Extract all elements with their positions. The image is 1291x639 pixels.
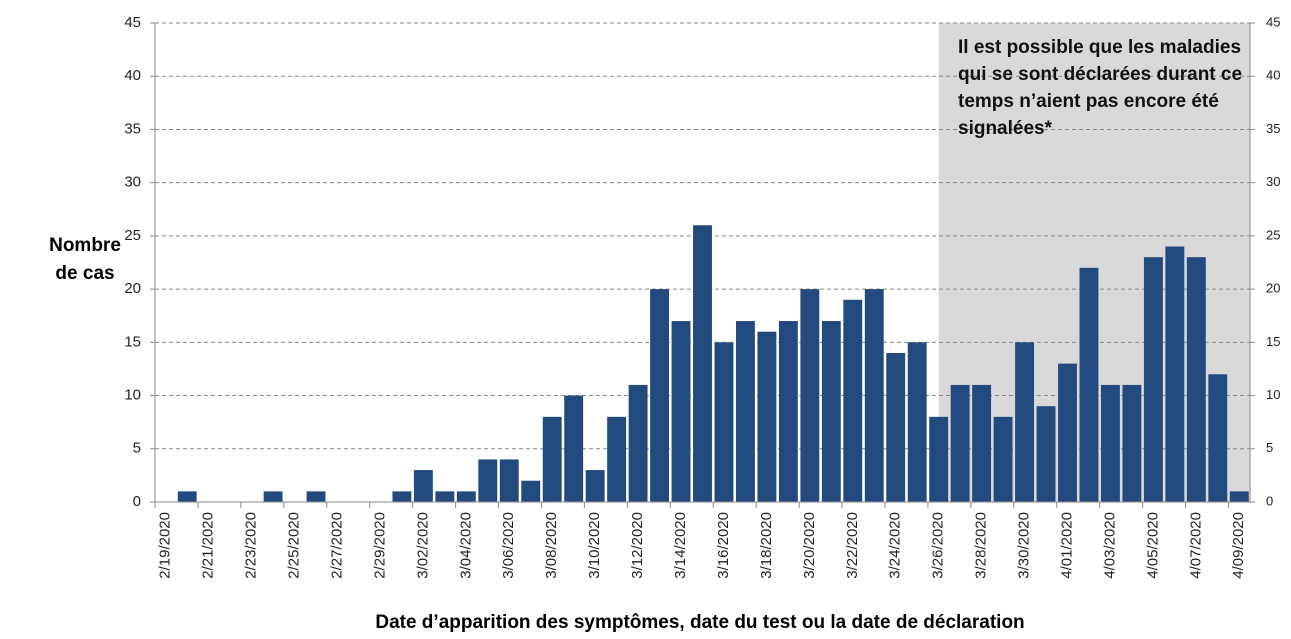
bar bbox=[306, 491, 326, 502]
x-tick-label: 3/24/2020 bbox=[887, 512, 904, 579]
bar bbox=[478, 459, 498, 502]
x-tick-label: 3/20/2020 bbox=[801, 512, 818, 579]
bar bbox=[1186, 257, 1206, 502]
y-tick-label: 30 bbox=[124, 174, 141, 191]
bar bbox=[1036, 406, 1056, 502]
bar bbox=[177, 491, 197, 502]
x-tick-label: 4/07/2020 bbox=[1187, 512, 1204, 579]
y2-tick-label: 20 bbox=[1266, 281, 1280, 296]
x-tick-label: 4/03/2020 bbox=[1101, 512, 1118, 579]
y-tick-label: 10 bbox=[124, 387, 141, 404]
bar bbox=[1229, 491, 1249, 502]
bar bbox=[972, 384, 992, 502]
y-tick-label: 5 bbox=[133, 440, 141, 457]
bar bbox=[1100, 384, 1120, 502]
bar bbox=[800, 289, 820, 502]
x-tick-label: 2/19/2020 bbox=[157, 512, 174, 579]
x-tick-label: 3/10/2020 bbox=[586, 512, 603, 579]
bar bbox=[456, 491, 476, 502]
bar bbox=[993, 416, 1013, 502]
y2-tick-label: 35 bbox=[1266, 121, 1280, 136]
bar bbox=[564, 395, 584, 502]
x-tick-label: 3/18/2020 bbox=[758, 512, 775, 579]
y2-tick-label: 30 bbox=[1266, 174, 1280, 189]
y2-tick-label: 0 bbox=[1266, 493, 1273, 508]
x-tick-label: 3/02/2020 bbox=[414, 512, 431, 579]
bar bbox=[1208, 374, 1228, 502]
y2-tick-label: 15 bbox=[1266, 334, 1280, 349]
bar bbox=[671, 321, 691, 502]
y2-tick-label: 25 bbox=[1266, 227, 1280, 242]
x-tick-label: 2/23/2020 bbox=[243, 512, 260, 579]
x-tick-label: 3/28/2020 bbox=[973, 512, 990, 579]
bar bbox=[435, 491, 455, 502]
bar bbox=[1122, 384, 1142, 502]
y-tick-label: 25 bbox=[124, 227, 141, 244]
bar bbox=[1015, 342, 1035, 502]
x-tick-label: 4/01/2020 bbox=[1058, 512, 1075, 579]
y-tick-label: 20 bbox=[124, 280, 141, 297]
bar bbox=[607, 416, 627, 502]
y2-tick-label: 10 bbox=[1266, 387, 1280, 402]
bar bbox=[585, 470, 605, 502]
x-tick-label: 3/26/2020 bbox=[930, 512, 947, 579]
bar bbox=[714, 342, 734, 502]
bar bbox=[950, 384, 970, 502]
x-tick-label: 3/30/2020 bbox=[1016, 512, 1033, 579]
x-tick-label: 2/27/2020 bbox=[328, 512, 345, 579]
x-tick-label: 2/21/2020 bbox=[200, 512, 217, 579]
bar bbox=[1079, 267, 1099, 502]
bar bbox=[263, 491, 283, 502]
bar bbox=[693, 225, 712, 502]
bar bbox=[650, 289, 670, 502]
x-tick-label: 3/06/2020 bbox=[500, 512, 517, 579]
x-tick-label: 3/12/2020 bbox=[629, 512, 646, 579]
bar bbox=[413, 470, 433, 502]
y2-tick-label: 40 bbox=[1266, 68, 1280, 83]
y-tick-label: 40 bbox=[124, 67, 141, 84]
bar bbox=[392, 491, 412, 502]
y2-tick-label: 5 bbox=[1266, 440, 1273, 455]
x-tick-label: 2/29/2020 bbox=[371, 512, 388, 579]
bar bbox=[843, 299, 863, 502]
bar bbox=[735, 321, 755, 502]
bar bbox=[1143, 257, 1163, 502]
y2-tick-label: 45 bbox=[1266, 14, 1280, 29]
annotation: Il est possible que les maladies qui se … bbox=[958, 37, 1243, 139]
x-tick-label: 4/05/2020 bbox=[1144, 512, 1161, 579]
bar bbox=[1058, 363, 1077, 502]
y-tick-label: 0 bbox=[133, 493, 141, 510]
x-tick-label: 4/09/2020 bbox=[1230, 512, 1247, 579]
x-axis-title: Date d’apparition des symptômes, date du… bbox=[375, 612, 1025, 633]
bar bbox=[521, 480, 541, 502]
bar bbox=[864, 289, 884, 502]
bar bbox=[542, 416, 562, 502]
x-tick-label: 2/25/2020 bbox=[286, 512, 303, 579]
x-tick-label: 3/22/2020 bbox=[844, 512, 861, 579]
x-tick-label: 3/16/2020 bbox=[715, 512, 732, 579]
bar bbox=[886, 352, 906, 502]
bar bbox=[499, 459, 519, 502]
bar bbox=[778, 321, 798, 502]
y-axis-title: Nombre de cas bbox=[49, 235, 121, 284]
y-tick-label: 35 bbox=[124, 120, 141, 137]
y-tick-label: 15 bbox=[124, 333, 141, 350]
x-tick-label: 3/14/2020 bbox=[672, 512, 689, 579]
bar bbox=[907, 342, 927, 502]
bar bbox=[628, 384, 648, 502]
bar bbox=[1165, 246, 1185, 502]
y-tick-label: 45 bbox=[124, 14, 141, 31]
x-tick-label: 3/04/2020 bbox=[457, 512, 474, 579]
x-tick-label: 3/08/2020 bbox=[543, 512, 560, 579]
bar bbox=[757, 331, 777, 502]
bar bbox=[821, 321, 841, 502]
bar bbox=[929, 416, 949, 502]
